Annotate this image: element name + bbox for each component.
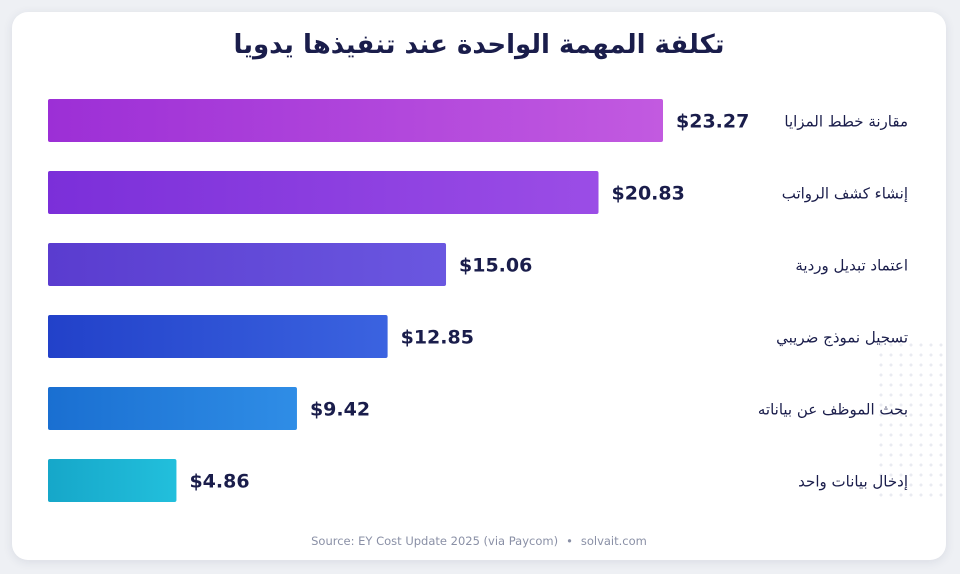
- category-label: تسجيل نموذج ضريبي: [776, 329, 908, 348]
- source-site: solvait.com: [580, 534, 647, 548]
- bar-value-label: $12.85: [401, 327, 474, 349]
- bar-value-label: $15.06: [459, 255, 532, 277]
- source-text: Source: EY Cost Update 2025 (via Paycom): [311, 534, 559, 548]
- bar-value-label: $4.86: [189, 471, 249, 493]
- category-label: اعتماد تبديل وردية: [795, 257, 908, 275]
- bar: [48, 387, 297, 430]
- category-label: إدخال بيانات واحد: [798, 473, 908, 491]
- chart-card: تكلفة المهمة الواحدة عند تنفيذها يدويا $…: [12, 12, 946, 560]
- bar: [48, 315, 388, 358]
- bar: [48, 171, 599, 214]
- category-label: بحث الموظف عن بياناته: [758, 401, 908, 419]
- category-label: مقارنة خطط المزايا: [784, 113, 908, 131]
- bar: [48, 99, 663, 142]
- category-label: إنشاء كشف الرواتب: [782, 185, 908, 203]
- source-separator: •: [566, 534, 573, 548]
- bar: [48, 243, 447, 286]
- chart-title: تكلفة المهمة الواحدة عند تنفيذها يدويا: [233, 30, 725, 60]
- bar-value-label: $9.42: [310, 399, 370, 421]
- bar: [48, 459, 177, 502]
- dot-pattern-decoration: [876, 340, 946, 500]
- bar-value-label: $20.83: [612, 183, 685, 205]
- bar-value-label: $23.27: [676, 111, 749, 133]
- source-footer: Source: EY Cost Update 2025 (via Paycom)…: [12, 534, 946, 548]
- bar-chart: $23.27 مقارنة خطط المزايا $20.83 إنشاء كشف …: [48, 99, 908, 502]
